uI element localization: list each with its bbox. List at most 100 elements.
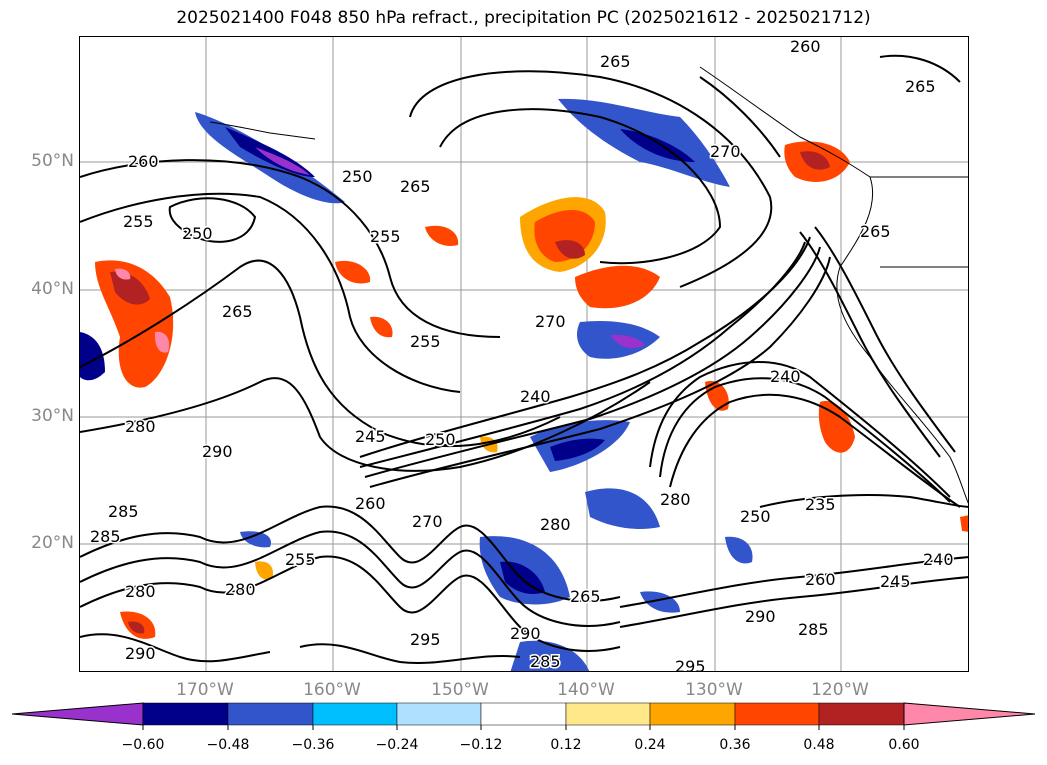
colorbar-tick-label: −0.36: [291, 737, 335, 753]
map-title: 2025021400 F048 850 hPa refract., precip…: [176, 8, 871, 28]
contour-line: [439, 108, 722, 265]
graticule: [80, 37, 968, 671]
precip-pos-east1: [818, 401, 855, 453]
precip-pos-west-core: [110, 271, 150, 305]
colorbar-bin: [227, 702, 314, 726]
contour-line: [299, 643, 521, 665]
coastline-north-america: [699, 66, 968, 504]
contour-label: 285: [798, 620, 829, 639]
contour-label: 265: [400, 177, 431, 196]
precip-pos-small3: [960, 515, 968, 532]
precip-pos-small1: [255, 561, 274, 580]
contour-label: 295: [675, 657, 706, 672]
contour-label: 265: [905, 77, 936, 96]
precip-pos-mid1: [335, 260, 371, 284]
contour-line: [80, 377, 651, 472]
contour-line: [369, 256, 831, 488]
lon-label-150w: 150°W: [431, 680, 489, 700]
colorbar-tick-label: 0.24: [634, 737, 666, 753]
precip-pos-center-deep: [555, 240, 585, 259]
precip-neg-aleutian-purple: [255, 147, 310, 175]
contour-label: 250: [740, 507, 771, 526]
refractivity-contours: [80, 54, 968, 665]
contour-label: 240: [923, 550, 954, 569]
contour-line: [80, 159, 501, 338]
contour-label: 250: [425, 430, 456, 449]
contour-line: [799, 231, 941, 458]
colorbar-tick-label: −0.12: [459, 737, 503, 753]
precip-pos-west-pink2: [115, 268, 131, 280]
contour-label: 285: [530, 652, 561, 671]
colorbar-tick-label: −0.60: [121, 737, 165, 753]
contour-line: [879, 54, 961, 83]
lat-label-50n: 50°N: [31, 151, 74, 171]
precip-pos-canada-core: [800, 151, 830, 170]
precip-pos-center2: [575, 265, 660, 309]
contour-label: 250: [182, 224, 213, 243]
contour-label-group: 260 250 265 255 250 255 265 270 255 240 …: [89, 37, 956, 672]
contour-label: 255: [123, 212, 154, 231]
contour-label: 245: [355, 427, 386, 446]
contour-line: [80, 505, 621, 602]
coastlines: [209, 66, 968, 504]
contour-label: 270: [535, 312, 566, 331]
contour-label: 235: [805, 495, 836, 514]
colorbar-tick-label: 0.48: [803, 737, 835, 753]
contour-line: [359, 241, 806, 468]
colorbar-bin: [734, 702, 820, 726]
contour-label: 260: [128, 152, 159, 171]
contour-line: [759, 494, 968, 508]
colorbar-bin: [818, 702, 905, 726]
colorbar-ticks: [142, 725, 905, 730]
colorbar-bin: [142, 702, 229, 726]
contour-label: 285: [90, 527, 121, 546]
lon-label-120w: 120°W: [811, 680, 869, 700]
precip-neg-east: [725, 536, 753, 564]
contour-label: 290: [745, 607, 776, 626]
precip-pos-west-pink: [154, 331, 170, 353]
precip-shading: [80, 98, 968, 671]
lon-label-140w: 140°W: [557, 680, 615, 700]
contour-label: 270: [412, 512, 443, 531]
precip-neg-south: [510, 640, 590, 671]
colorbar: [11, 702, 1036, 730]
colorbar-tick-label: 0.36: [719, 737, 751, 753]
contour-line: [619, 576, 968, 628]
contour-label: 255: [410, 332, 441, 351]
colorbar-bin: [480, 702, 567, 726]
lon-label-130w: 130°W: [685, 680, 743, 700]
precip-pos-west: [95, 260, 174, 388]
contour-line: [699, 76, 781, 158]
colorbar-tick-label: 0.12: [550, 737, 582, 753]
contour-line: [649, 361, 951, 498]
colorbar-tick-label: −0.24: [375, 737, 419, 753]
precip-neg-west-edge: [80, 332, 105, 381]
precip-pos-mid3: [370, 316, 393, 338]
colorbar-bin: [396, 702, 482, 726]
contour-line: [168, 197, 257, 243]
precip-neg-small2: [640, 591, 680, 613]
contour-label: 295: [410, 630, 441, 649]
precip-pos-sw-core: [128, 621, 145, 634]
contour-label: 280: [125, 417, 156, 436]
contour-label: 280: [225, 580, 256, 599]
contour-label: 265: [222, 302, 253, 321]
contour-line: [80, 192, 461, 393]
contour-label: 280: [540, 515, 571, 534]
contour-line: [409, 70, 773, 288]
map-plot-area: 260 250 265 255 250 255 265 270 255 240 …: [79, 36, 969, 672]
contour-label: 265: [600, 52, 631, 71]
contour-label: 245: [880, 572, 911, 591]
contour-label: 290: [510, 624, 541, 643]
contour-line: [364, 246, 821, 478]
contour-line: [814, 226, 956, 453]
precip-neg-central-purple: [610, 334, 645, 349]
contour-line: [669, 393, 961, 508]
precip-neg-small1: [240, 531, 271, 548]
lon-label-170w: 170°W: [176, 680, 234, 700]
contour-label: 265: [570, 587, 601, 606]
contour-label: 260: [790, 37, 821, 56]
precip-neg-gulf-core: [620, 129, 695, 162]
colorbar-bin: [649, 702, 736, 726]
contour-label: 290: [202, 442, 233, 461]
